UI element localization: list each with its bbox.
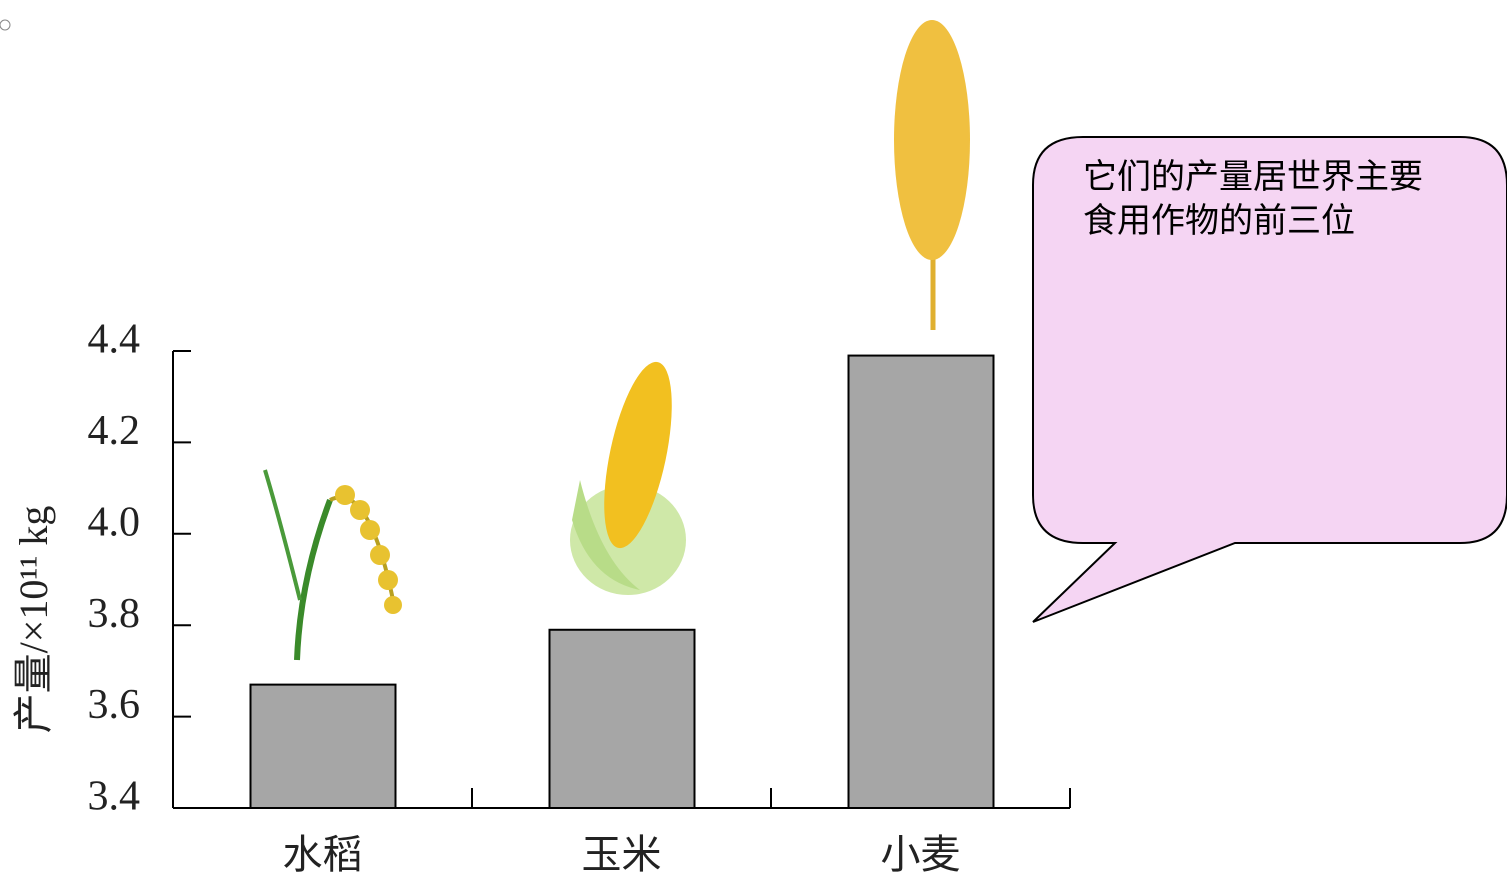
bar (249, 683, 397, 809)
corn-icon (570, 361, 686, 595)
y-tick-label: 3.6 (88, 682, 141, 728)
y-tick-label: 4.4 (88, 317, 141, 363)
rice-icon (263, 469, 402, 661)
wheat-icon (894, 20, 970, 330)
y-tick-label: 4.0 (88, 499, 141, 545)
bar (548, 628, 696, 810)
y-axis-label: 产量/×10¹¹ kg (11, 506, 56, 734)
y-tick-label: 4.2 (88, 408, 141, 454)
annotation: 它们的产量居世界主要食用作物的前三位 (1083, 157, 1423, 241)
x-tick-label: 水稻 (283, 832, 363, 878)
y-tick-label: 3.8 (88, 591, 141, 637)
callout (1032, 136, 1507, 623)
x-tick-label: 玉米 (582, 832, 662, 878)
x-tick-label: 小麦 (881, 832, 961, 878)
y-tick-label: 3.4 (88, 774, 141, 820)
dot (0, 19, 11, 31)
bar (847, 354, 995, 809)
